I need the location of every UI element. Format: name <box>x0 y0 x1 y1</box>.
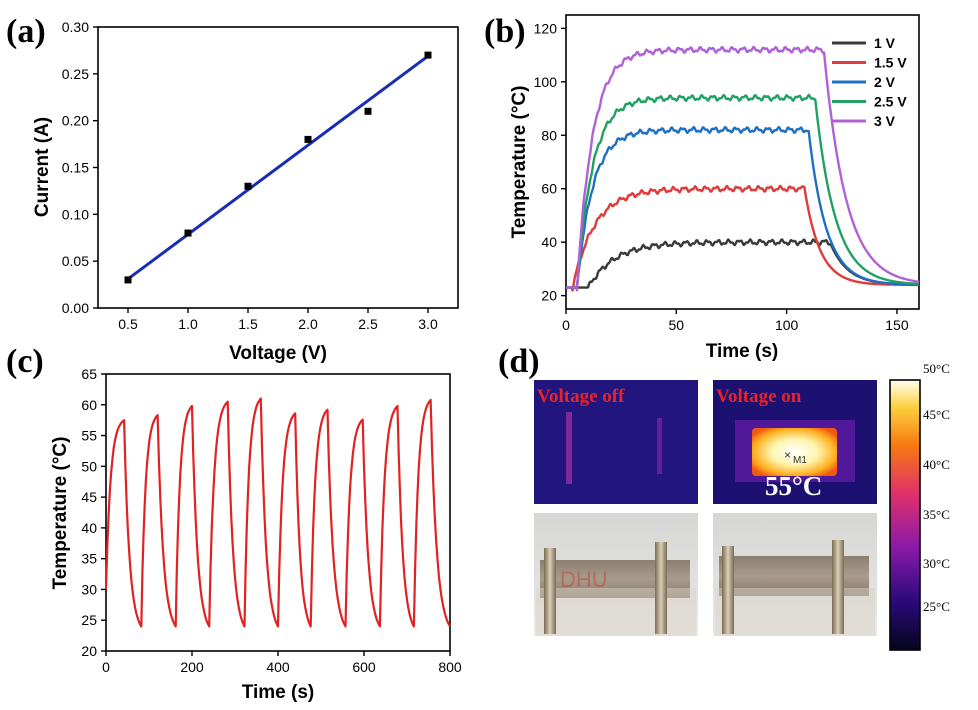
c-y-tick-label: 20 <box>81 643 97 659</box>
a-y-tick-label: 0.10 <box>62 206 89 222</box>
y-axis-label-a: Current (A) <box>32 117 53 217</box>
series-line <box>565 93 920 289</box>
a-x-tick-label: 1.5 <box>238 316 258 332</box>
legend-label: 3 V <box>874 113 896 129</box>
b-x-tick-label: 100 <box>775 317 799 333</box>
legend-label: 2 V <box>874 74 896 90</box>
x-axis-label-a: Voltage (V) <box>229 343 327 364</box>
series-line <box>565 238 920 289</box>
c-x-tick-label: 200 <box>180 659 204 675</box>
b-x-tick-label: 0 <box>562 317 570 333</box>
series-line <box>565 125 920 289</box>
b-y-tick-label: 80 <box>541 127 557 143</box>
thermal-image-on: Voltage on × M1 55°C <box>713 380 877 504</box>
legend-label: 2.5 V <box>874 94 907 110</box>
measure-cross: × <box>784 448 791 462</box>
b-y-tick-label: 120 <box>534 20 558 36</box>
clip-right <box>655 542 667 634</box>
a-y-tick-label: 0.15 <box>62 160 89 176</box>
a-x-tick-label: 0.5 <box>118 316 138 332</box>
photo-on <box>713 513 877 636</box>
panel-label-c: (c) <box>6 343 44 380</box>
cycle-curve <box>104 397 451 628</box>
c-y-tick-label: 65 <box>81 366 97 382</box>
a-y-tick-label: 0.25 <box>62 66 89 82</box>
c-x-tick-label: 0 <box>102 659 110 675</box>
fit-line <box>127 54 429 281</box>
b-x-tick-label: 50 <box>669 317 685 333</box>
a-x-tick-label: 2.5 <box>358 316 378 332</box>
c-y-tick-label: 60 <box>81 397 97 413</box>
c-y-tick-label: 30 <box>81 581 97 597</box>
series-line <box>565 184 920 292</box>
legend-label: 1 V <box>874 35 896 51</box>
clip-left <box>722 546 734 634</box>
dhu-print: DHU <box>560 567 608 592</box>
c-y-tick-label: 50 <box>81 458 97 474</box>
panel-label-b: (b) <box>484 13 526 50</box>
b-y-tick-label: 100 <box>534 74 558 90</box>
a-x-tick-label: 2.0 <box>298 316 318 332</box>
data-point <box>364 107 372 115</box>
data-point <box>304 135 312 143</box>
voltage-on-label: Voltage on <box>716 386 802 407</box>
c-y-tick-label: 55 <box>81 428 97 444</box>
chart-b: 0 50 100 150 20 40 60 80 100 120 1 V 1.5 V 2 V 2.5 V… <box>509 14 920 362</box>
c-y-tick-label: 35 <box>81 551 97 567</box>
measured-temperature: 55°C <box>765 471 822 501</box>
colorbar-label: 30°C <box>923 556 950 571</box>
panel-label-d: (d) <box>498 343 540 380</box>
panel-label-a: (a) <box>6 13 46 50</box>
b-x-tick-label: 150 <box>885 317 909 333</box>
series-line <box>565 45 920 292</box>
colorbar: 50°C 45°C 40°C 35°C 30°C 25°C <box>889 361 950 651</box>
b-y-tick-label: 40 <box>541 234 557 250</box>
x-axis-label-c: Time (s) <box>242 682 315 703</box>
c-y-tick-label: 45 <box>81 489 97 505</box>
legend-b: 1 V 1.5 V 2 V 2.5 V 3 V <box>832 35 907 129</box>
data-point <box>244 182 252 190</box>
chart-a: 0.5 1.0 1.5 2.0 2.5 3.0 0.00 0.05 0.10 0.15 0.20 0.… <box>32 19 459 364</box>
data-point <box>424 51 432 59</box>
a-y-tick-label: 0.05 <box>62 253 89 269</box>
voltage-off-label: Voltage off <box>537 386 625 407</box>
plot-frame-b <box>565 14 920 310</box>
photo-off: DHU <box>534 513 698 636</box>
colorbar-label: 35°C <box>923 507 950 522</box>
chart-c: 0 200 400 600 800 20 25 30 35 40 45 50 55 60 65 Time (… <box>50 366 462 703</box>
marker-label: M1 <box>793 455 807 466</box>
legend-label: 1.5 V <box>874 55 907 71</box>
thermal-image-off: Voltage off <box>534 380 698 504</box>
c-x-tick-label: 600 <box>352 659 376 675</box>
a-y-tick-label: 0.30 <box>62 19 89 35</box>
colorbar-label: 45°C <box>923 407 950 422</box>
clip-left <box>544 548 556 634</box>
y-axis-label-b: Temperature (°C) <box>509 86 530 239</box>
x-axis-label-b: Time (s) <box>706 341 779 362</box>
c-y-tick-label: 40 <box>81 520 97 536</box>
b-y-tick-label: 60 <box>541 181 557 197</box>
a-x-tick-label: 3.0 <box>418 316 438 332</box>
a-y-tick-label: 0.00 <box>62 300 89 316</box>
data-point <box>124 276 132 284</box>
electrode-left <box>566 412 572 484</box>
y-axis-label-c: Temperature (°C) <box>50 437 71 590</box>
heated-region <box>752 428 837 476</box>
a-x-tick-label: 1.0 <box>178 316 198 332</box>
c-y-tick-label: 25 <box>81 612 97 628</box>
colorbar-label: 25°C <box>923 599 950 614</box>
clip-right <box>832 540 844 634</box>
electrode-right <box>657 418 662 474</box>
c-x-tick-label: 800 <box>438 659 462 675</box>
colorbar-label: 40°C <box>923 457 950 472</box>
data-point <box>184 229 192 237</box>
colorbar-label: 50°C <box>923 361 950 376</box>
c-x-tick-label: 400 <box>266 659 290 675</box>
b-y-tick-label: 20 <box>541 288 557 304</box>
a-y-tick-label: 0.20 <box>62 113 89 129</box>
